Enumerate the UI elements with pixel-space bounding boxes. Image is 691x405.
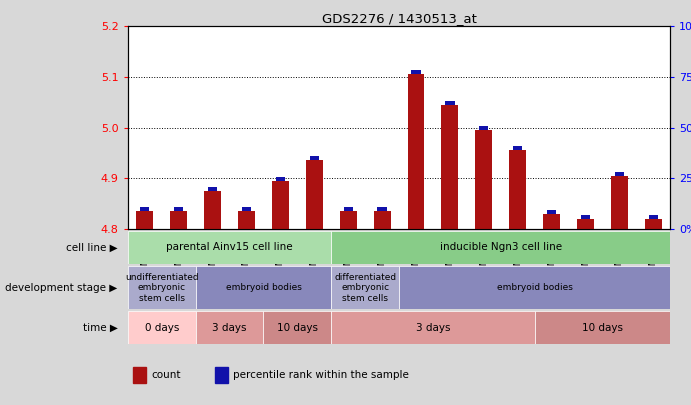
Bar — [479, 126, 489, 130]
Bar — [377, 207, 387, 211]
Bar — [204, 191, 221, 229]
Bar — [331, 266, 399, 309]
Bar — [306, 160, 323, 229]
Bar — [242, 207, 251, 211]
Text: count: count — [152, 370, 181, 380]
Bar — [263, 311, 331, 345]
Bar — [133, 367, 146, 383]
Bar — [611, 176, 628, 229]
Text: development stage ▶: development stage ▶ — [6, 283, 117, 293]
Text: parental Ainv15 cell line: parental Ainv15 cell line — [167, 243, 293, 252]
Bar — [174, 207, 183, 211]
Bar — [215, 367, 227, 383]
Text: cell line ▶: cell line ▶ — [66, 243, 117, 252]
Bar — [128, 266, 196, 309]
Bar — [615, 172, 624, 176]
Bar — [128, 311, 196, 345]
Bar — [238, 211, 255, 229]
Bar — [331, 311, 535, 345]
Bar — [577, 219, 594, 229]
Bar — [136, 211, 153, 229]
Bar — [331, 231, 670, 264]
Bar — [399, 266, 670, 309]
Text: embryoid bodies: embryoid bodies — [497, 283, 573, 292]
Bar — [535, 311, 670, 345]
Bar — [276, 177, 285, 181]
Bar — [442, 105, 458, 229]
Bar — [445, 101, 455, 105]
Text: 0 days: 0 days — [144, 323, 179, 333]
Bar — [196, 266, 331, 309]
Text: inducible Ngn3 cell line: inducible Ngn3 cell line — [439, 243, 562, 252]
Bar — [272, 181, 289, 229]
Bar — [340, 211, 357, 229]
Text: 10 days: 10 days — [277, 323, 318, 333]
Bar — [513, 146, 522, 150]
Text: embryoid bodies: embryoid bodies — [225, 283, 301, 292]
Bar — [374, 211, 390, 229]
Bar — [411, 70, 421, 75]
Bar — [408, 75, 424, 229]
Bar — [547, 209, 556, 213]
Text: 3 days: 3 days — [416, 323, 451, 333]
Text: undifferentiated
embryonic
stem cells: undifferentiated embryonic stem cells — [125, 273, 198, 303]
Bar — [475, 130, 492, 229]
Bar — [140, 207, 149, 211]
Bar — [543, 213, 560, 229]
Text: 10 days: 10 days — [582, 323, 623, 333]
Bar — [170, 211, 187, 229]
Bar — [509, 150, 526, 229]
Bar — [581, 215, 590, 219]
Bar — [645, 219, 662, 229]
Title: GDS2276 / 1430513_at: GDS2276 / 1430513_at — [321, 12, 477, 25]
Bar — [196, 311, 263, 345]
Bar — [343, 207, 353, 211]
Text: differentiated
embryonic
stem cells: differentiated embryonic stem cells — [334, 273, 396, 303]
Bar — [128, 231, 331, 264]
Bar — [310, 156, 319, 160]
Text: time ▶: time ▶ — [83, 323, 117, 333]
Text: 3 days: 3 days — [212, 323, 247, 333]
Bar — [208, 187, 217, 191]
Bar — [649, 215, 658, 219]
Text: percentile rank within the sample: percentile rank within the sample — [233, 370, 409, 380]
